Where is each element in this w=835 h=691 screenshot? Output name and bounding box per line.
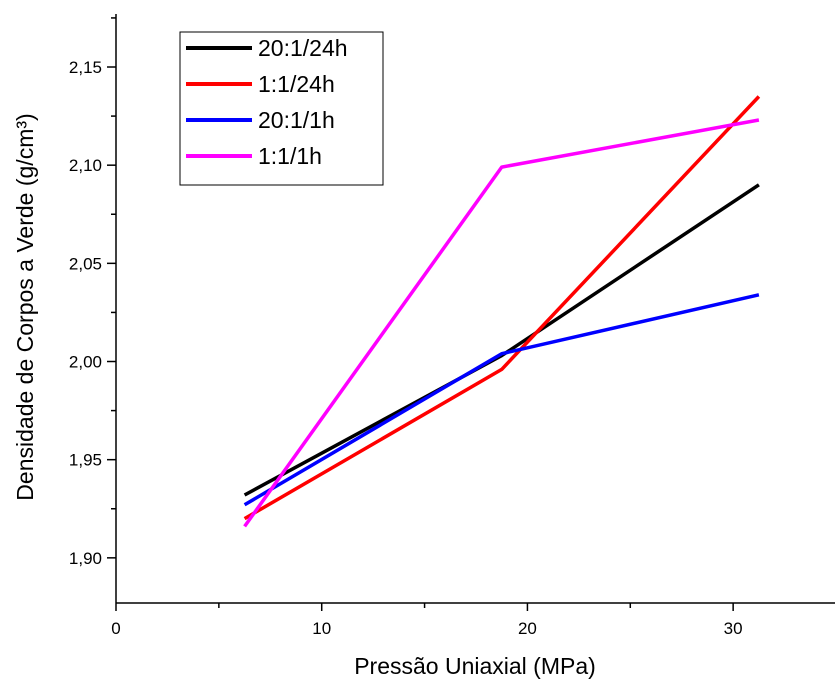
x-tick-label: 20 (518, 619, 537, 638)
y-tick-label: 2,10 (69, 156, 102, 175)
y-tick-label: 2,15 (69, 58, 102, 77)
legend-box (179, 31, 384, 186)
x-tick-label: 30 (724, 619, 743, 638)
legend-label: 1:1/24h (258, 71, 335, 97)
x-tick-label: 0 (111, 619, 120, 638)
y-tick-label: 1,90 (69, 549, 102, 568)
series-lines (243, 95, 761, 528)
series-line-20-1-24h (243, 183, 760, 497)
x-ticks: 0 10 20 30 (111, 603, 743, 638)
plot-area: 0 10 20 30 1,90 1,95 2,00 2,05 2,10 2,15 (69, 14, 835, 638)
legend-items: 20:1/24h 1:1/24h 20:1/1h 1:1/1h (186, 35, 348, 169)
y-tick-label: 1,95 (69, 451, 102, 470)
y-tick-label: 2,05 (69, 254, 102, 273)
y-tick-label: 2,00 (69, 353, 102, 372)
y-ticks: 1,90 1,95 2,00 2,05 2,10 2,15 (69, 17, 116, 568)
legend-label: 1:1/1h (258, 143, 322, 169)
series-line-1-1-24h (243, 95, 761, 521)
series-line-1-1-1h (243, 118, 760, 528)
x-tick-label: 10 (312, 619, 331, 638)
y-axis-title: Densidade de Corpos a Verde (g/cm³) (12, 113, 38, 500)
legend: 20:1/24h 1:1/24h 20:1/1h 1:1/1h (179, 31, 384, 186)
x-axis-title: Pressão Uniaxial (MPa) (354, 653, 596, 679)
legend-label: 20:1/1h (258, 107, 335, 133)
series-line-20-1-1h (243, 293, 760, 507)
legend-label: 20:1/24h (258, 35, 348, 61)
